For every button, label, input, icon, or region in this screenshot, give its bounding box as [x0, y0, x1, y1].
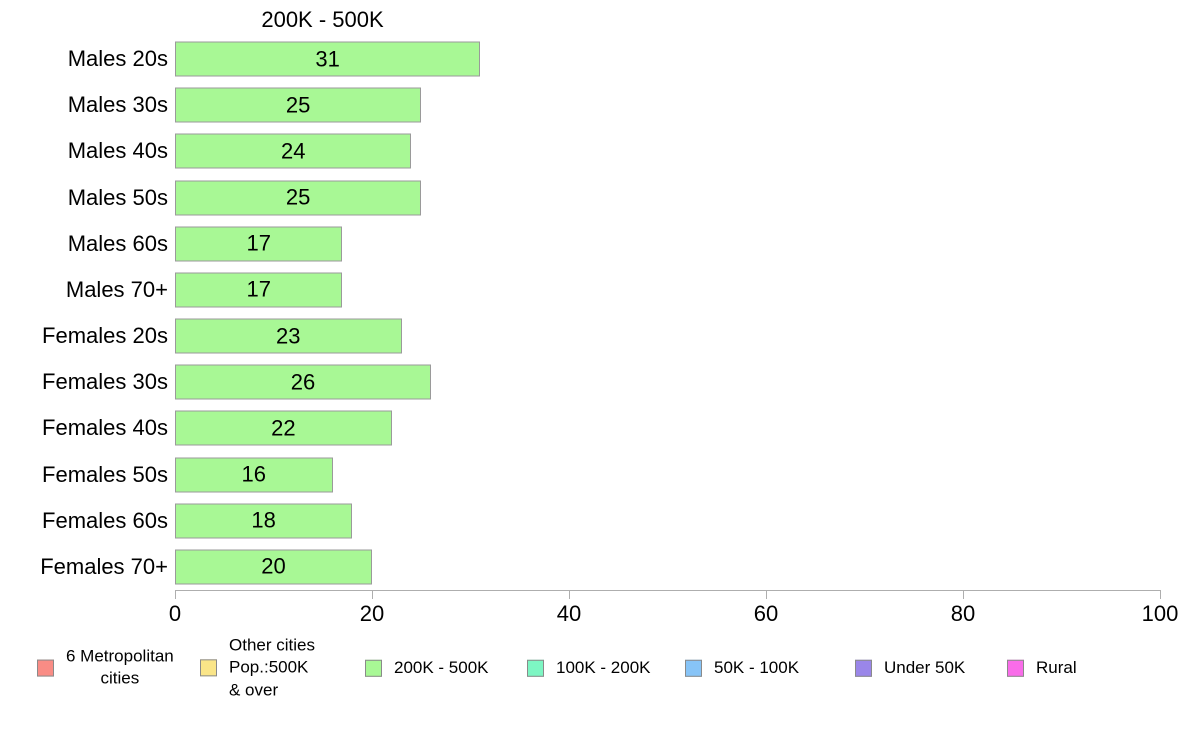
bar: 26: [175, 364, 432, 400]
bar: 22: [175, 410, 392, 446]
legend-swatch: [200, 659, 217, 677]
legend-item-label: 200K - 500K: [394, 657, 489, 677]
axis-tick: [372, 591, 373, 599]
category-label: Females 30s: [42, 369, 168, 395]
axis-tick: [569, 591, 570, 599]
bar: 31: [175, 41, 481, 77]
bar-row: Males 70+ 17: [66, 267, 1160, 313]
legend-item-label: Under 50K: [884, 657, 966, 677]
bar-value-label: 17: [246, 230, 271, 256]
legend-item: 100K - 200K: [527, 657, 651, 679]
axis-tick-label: 60: [753, 601, 779, 626]
bar-value-label: 18: [251, 507, 276, 533]
bar: 17: [175, 272, 343, 308]
legend: 6 Metropolitan cities Other cities Pop.:5…: [0, 635, 1188, 720]
legend-item-label: 100K - 200K: [556, 657, 651, 677]
legend-swatch: [527, 659, 544, 677]
axis-tick-label: 100: [1141, 601, 1179, 626]
axis-tick-label: 80: [950, 601, 976, 626]
bar-value-label: 24: [280, 138, 306, 164]
legend-item: 6 Metropolitan cities: [37, 646, 174, 691]
bar-row: Females 30s 26: [42, 359, 1160, 405]
category-label: Males 50s: [67, 184, 168, 210]
legend-swatch: [855, 659, 872, 677]
bar-row: Females 70+ 20: [40, 544, 1160, 590]
category-label: Females 70+: [40, 553, 168, 579]
bar: 18: [175, 503, 353, 539]
bar-value-label: 17: [246, 276, 271, 302]
chart-title: 200K - 500K: [261, 7, 384, 32]
legend-item-label: 50K - 100K: [714, 657, 800, 677]
legend-item: Rural: [1007, 657, 1077, 679]
category-label: Females 50s: [42, 461, 168, 487]
category-label: Males 70+: [65, 276, 168, 302]
bar-value-label: 25: [285, 184, 311, 210]
axis-tick: [175, 591, 176, 599]
bar-row: Males 60s 17: [68, 221, 1160, 267]
bar-row: Males 30s 25: [68, 82, 1160, 128]
legend-swatch: [365, 659, 382, 677]
category-label: Females 20s: [42, 323, 168, 349]
legend-item: 200K - 500K: [365, 657, 489, 679]
bar-value-label: 26: [290, 369, 316, 395]
bar-row: Females 60s 18: [42, 498, 1160, 544]
legend-swatch: [1007, 659, 1024, 677]
axis-tick: [766, 591, 767, 599]
bar: 23: [175, 318, 402, 354]
x-axis: 0 20 40 60 80 100: [169, 590, 1178, 626]
legend-swatch: [37, 659, 54, 677]
category-label: Males 30s: [67, 92, 168, 118]
category-label: Females 40s: [42, 415, 168, 441]
bar-value-label: 25: [285, 92, 311, 118]
bar-value-label: 31: [315, 46, 340, 72]
bar-row: Females 50s 16: [42, 452, 1160, 498]
legend-item-label: 6 Metropolitan cities: [66, 646, 174, 688]
legend-item: 50K - 100K: [685, 657, 799, 679]
axis-tick: [963, 591, 964, 599]
plot-area: Males 20s 31 Males 30s 25 Males 40s 24 Males 5…: [40, 36, 1160, 590]
bar-row: Males 40s 24: [68, 128, 1160, 174]
axis-tick-label: 20: [359, 601, 385, 626]
bar-row: Males 50s 25: [68, 175, 1160, 221]
bar: 16: [175, 457, 333, 493]
axis-tick: [1160, 591, 1161, 599]
bar-row: Females 20s 23: [42, 313, 1160, 359]
legend-item-label: Rural: [1036, 657, 1077, 677]
category-label: Males 60s: [67, 230, 168, 256]
legend-item-label: Other cities Pop.:500K & over: [229, 635, 315, 700]
bar-row: Males 20s 31: [68, 36, 1160, 82]
bar-value-label: 16: [241, 461, 267, 487]
bar: 25: [175, 87, 422, 123]
bar-value-label: 20: [261, 553, 286, 579]
legend-swatch: [685, 659, 702, 677]
bar: 24: [175, 133, 412, 169]
bar-value-label: 23: [276, 323, 301, 349]
bar-row: Females 40s 22: [42, 405, 1160, 451]
bar: 25: [175, 180, 422, 216]
category-label: Males 40s: [67, 138, 168, 164]
legend-item: Other cities Pop.:500K & over: [200, 634, 315, 701]
category-label: Females 60s: [42, 507, 168, 533]
axis-tick-label: 0: [168, 601, 182, 626]
bar: 17: [175, 226, 343, 262]
legend-item: Under 50K: [855, 657, 965, 679]
category-label: Males 20s: [67, 46, 168, 72]
axis-tick-label: 40: [556, 601, 582, 626]
bar: 20: [175, 549, 372, 585]
bar-value-label: 22: [271, 415, 296, 441]
